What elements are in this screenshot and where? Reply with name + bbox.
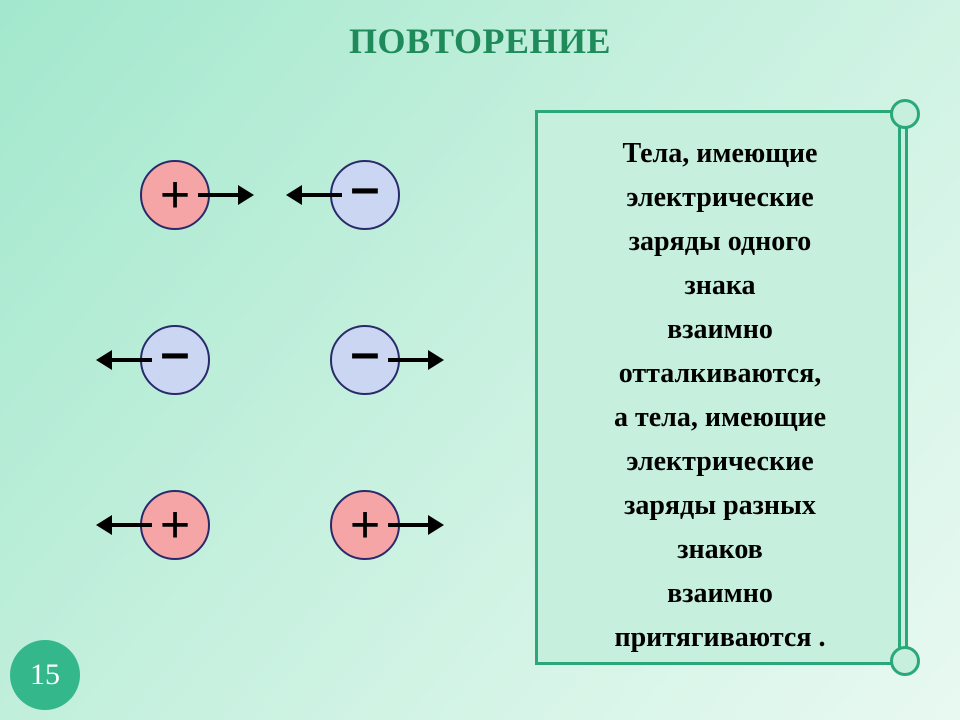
charge-sign: –: [161, 327, 190, 379]
force-arrow-left: [110, 358, 152, 362]
explanation-line: знаков: [550, 529, 890, 571]
force-arrow-right: [388, 358, 430, 362]
explanation-line: заряды разных: [550, 485, 890, 527]
slide-number-badge: 15: [10, 640, 80, 710]
charge-sign: +: [160, 169, 190, 221]
slide-number: 15: [30, 658, 60, 692]
scroll-curl-bottom: [890, 646, 920, 676]
explanation-line: отталкиваются,: [550, 353, 890, 395]
page-title: ПОВТОРЕНИЕ: [0, 20, 960, 62]
force-arrow-left: [110, 523, 152, 527]
explanation-line: заряды одного: [550, 221, 890, 263]
explanation-line: взаимно: [550, 573, 890, 615]
explanation-textbox: Тела, имеющиеэлектрическиезаряды одногоз…: [535, 110, 905, 665]
explanation-line: знака: [550, 265, 890, 307]
charge-sign: –: [351, 162, 380, 214]
force-arrow-right: [388, 523, 430, 527]
explanation-line: Тела, имеющие: [550, 133, 890, 175]
force-arrow-right: [198, 193, 240, 197]
explanation-line: а тела, имеющие: [550, 397, 890, 439]
charge-sign: +: [350, 499, 380, 551]
explanation-line: электрические: [550, 177, 890, 219]
charge-row: ++: [70, 490, 500, 570]
scroll-curl-top: [890, 99, 920, 129]
charges-diagram: +–––++: [70, 130, 500, 610]
scroll-bar-decor: [898, 123, 908, 652]
charge-row: +–: [70, 160, 500, 240]
charge-row: ––: [70, 325, 500, 405]
explanation-line: притягиваются .: [550, 617, 890, 659]
explanation-line: взаимно: [550, 309, 890, 351]
charge-sign: –: [351, 327, 380, 379]
force-arrow-left: [300, 193, 342, 197]
explanation-line: электрические: [550, 441, 890, 483]
charge-sign: +: [160, 499, 190, 551]
explanation-text: Тела, имеющиеэлектрическиезаряды одногоз…: [550, 133, 890, 659]
